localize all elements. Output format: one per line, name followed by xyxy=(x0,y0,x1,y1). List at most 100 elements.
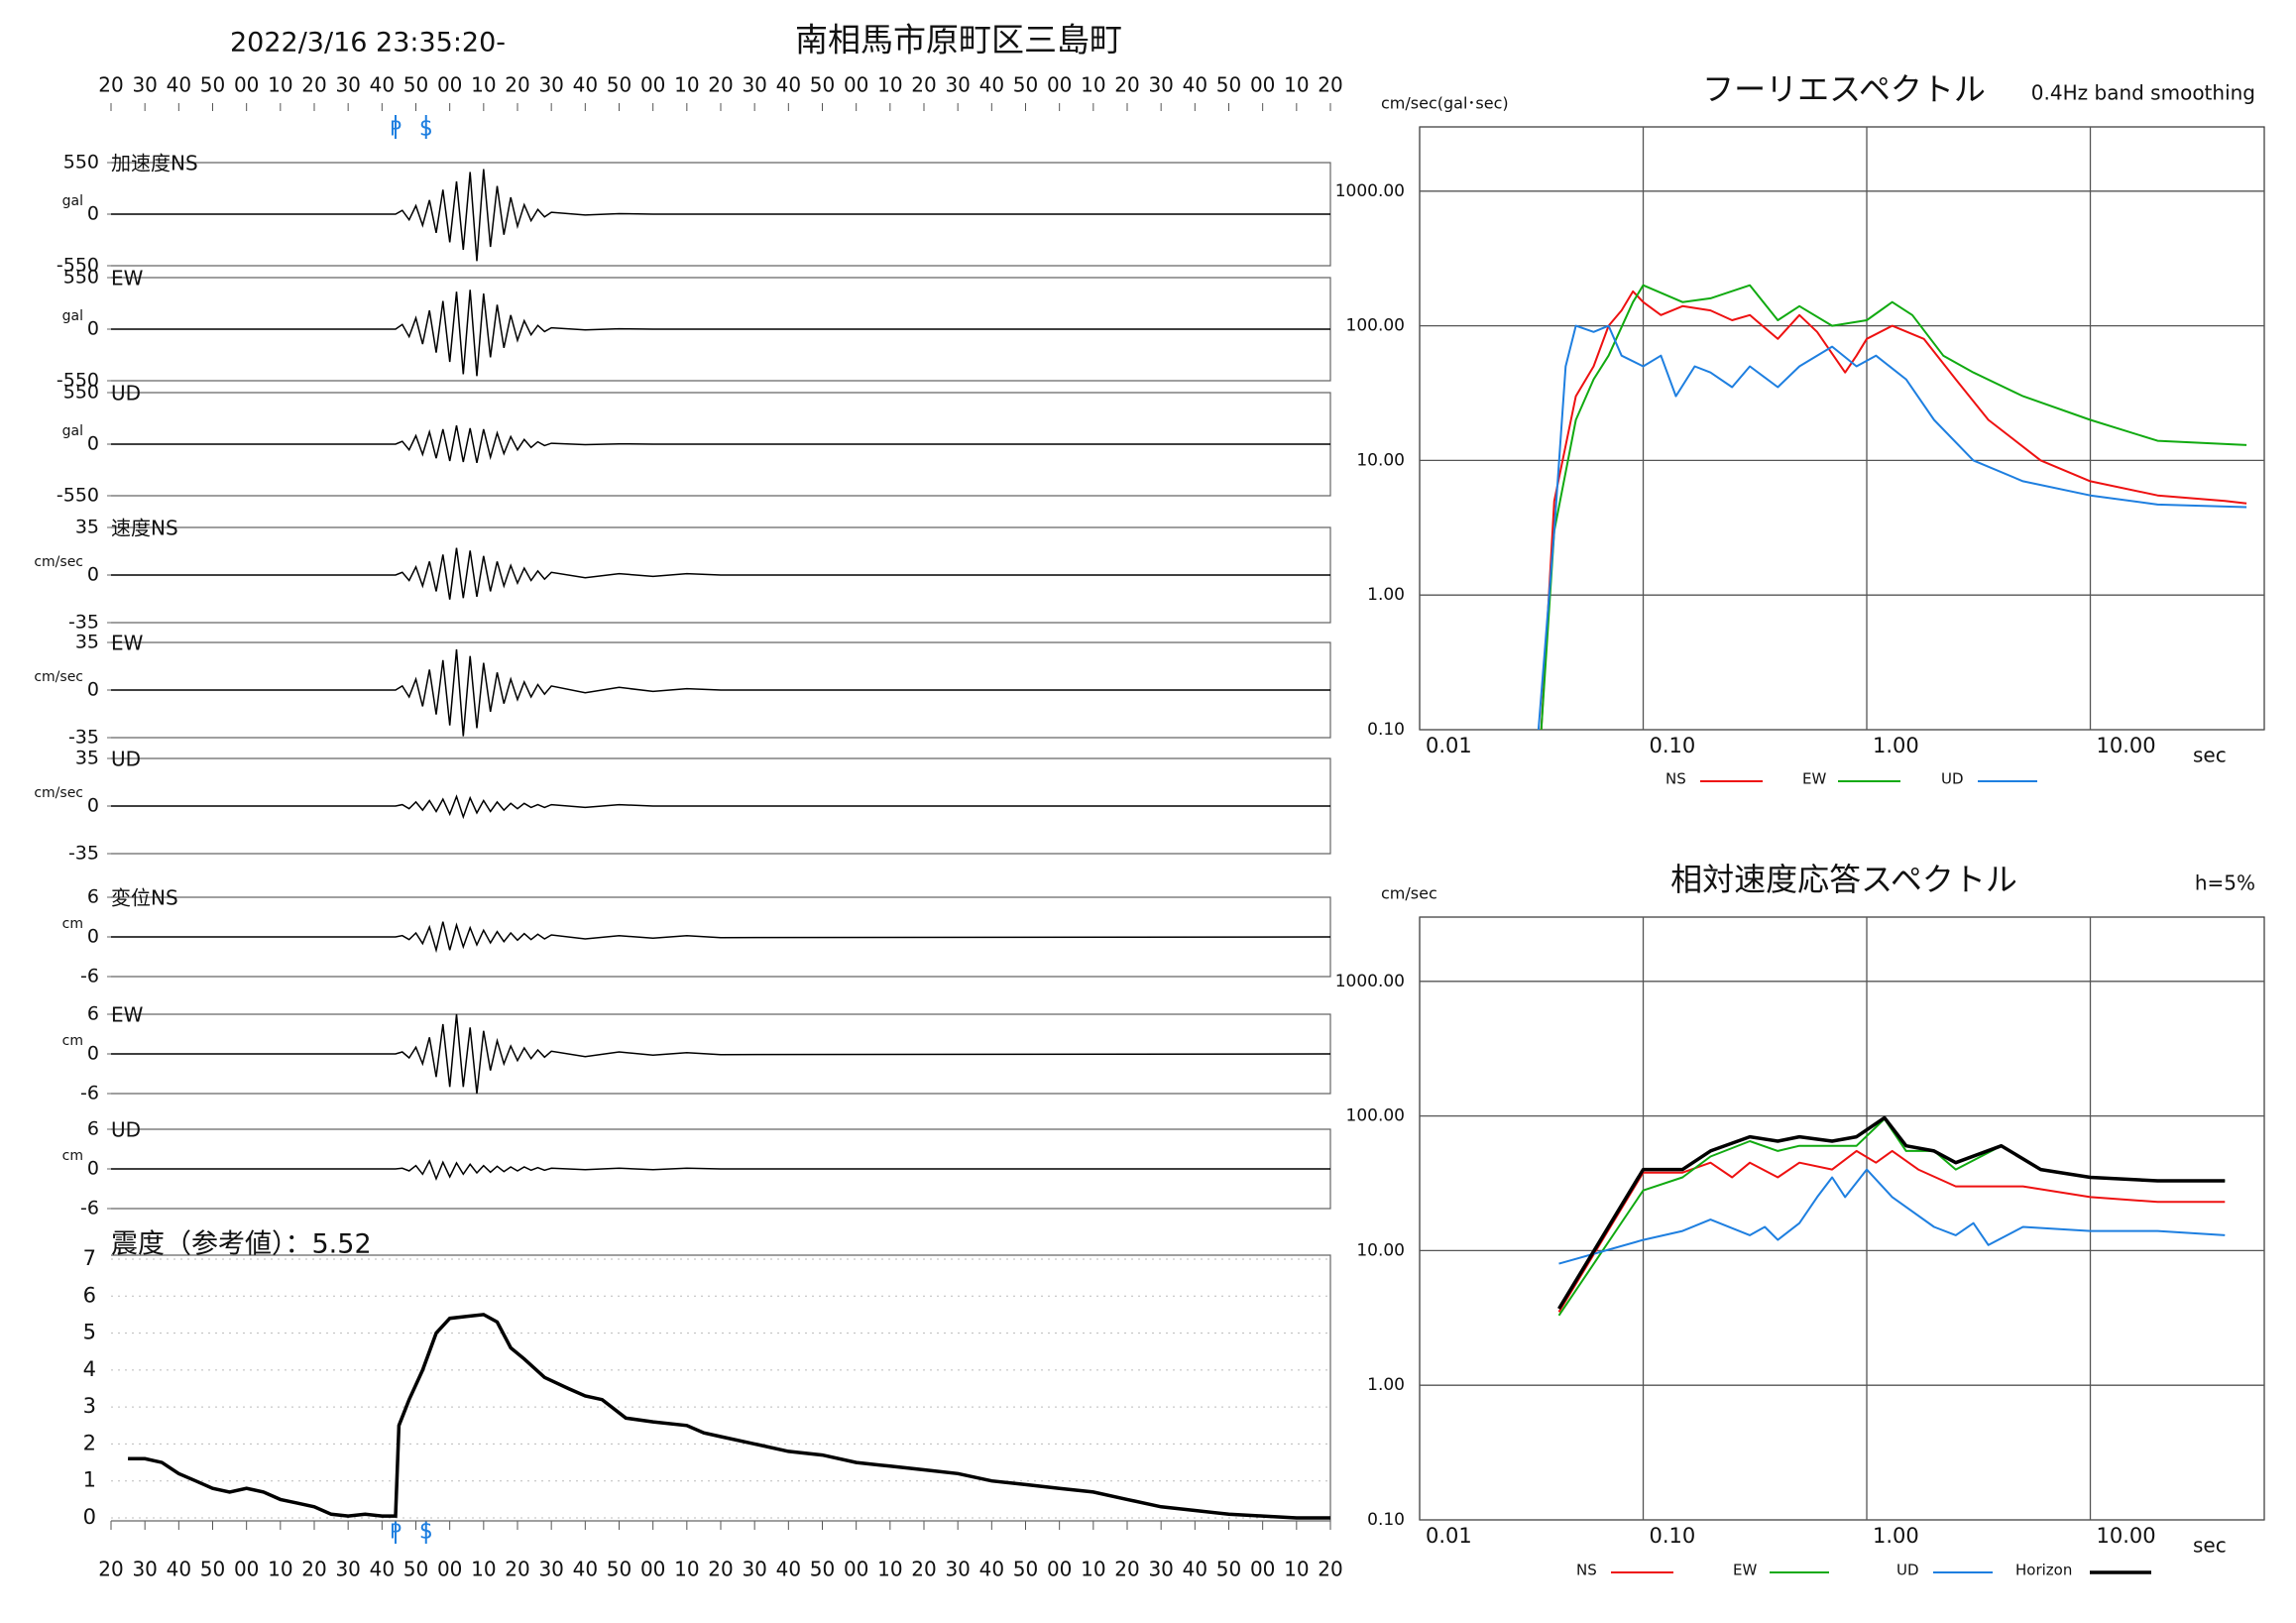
x-tick-label: 10.00 xyxy=(2097,1524,2156,1548)
legend-label: Horizon xyxy=(2015,1562,2072,1579)
y-tick-label: 550 xyxy=(63,382,99,404)
y-tick-label: -550 xyxy=(57,255,99,277)
x-tick-label-bottom: 30 xyxy=(335,1558,360,1581)
x-tick-label-top: 20 xyxy=(98,73,123,97)
chart-subtitle: h=5% xyxy=(2195,871,2255,895)
panel-label: 加速度NS xyxy=(111,152,198,175)
x-tick-label-bottom: 30 xyxy=(742,1558,766,1581)
x-tick-label-top: 20 xyxy=(1318,73,1342,97)
waveform-trace xyxy=(111,1159,1330,1182)
x-tick-label-bottom: 30 xyxy=(1148,1558,1173,1581)
x-axis-label: sec xyxy=(2193,744,2227,767)
x-tick-label: 0.10 xyxy=(1650,1524,1696,1548)
x-tick-label-bottom: 20 xyxy=(505,1558,529,1581)
x-tick-label-top: 10 xyxy=(471,73,496,97)
x-tick-label-bottom: 20 xyxy=(708,1558,733,1581)
x-tick-label-top: 50 xyxy=(810,73,835,97)
y-tick-label: -35 xyxy=(68,612,99,634)
y-tick-label: 100.00 xyxy=(1346,316,1405,336)
y-tick-label: 10.00 xyxy=(1356,450,1405,470)
x-tick-label-top: 10 xyxy=(1284,73,1309,97)
x-tick-label-top: 00 xyxy=(437,73,462,97)
x-tick-label-top: 20 xyxy=(1114,73,1139,97)
x-tick-label-bottom: 20 xyxy=(301,1558,326,1581)
panel-unit: gal xyxy=(62,423,83,439)
y-tick-label: 35 xyxy=(75,517,99,538)
waveform-trace xyxy=(111,424,1330,464)
x-tick-label-top: 50 xyxy=(1013,73,1038,97)
x-tick-label: 1.00 xyxy=(1873,734,1919,757)
panel-label: UD xyxy=(111,1118,141,1142)
header-location: 南相馬市原町区三島町 xyxy=(795,21,1122,59)
y-tick-label: 1 xyxy=(83,1468,96,1492)
panel-unit: cm/sec xyxy=(34,785,83,801)
spectrum-line xyxy=(1540,284,2247,731)
y-tick-label: 6 xyxy=(87,1003,99,1025)
y-tick-label: 1000.00 xyxy=(1335,972,1405,991)
y-tick-label: 0 xyxy=(87,203,99,225)
x-tick-label-bottom: 40 xyxy=(979,1558,1004,1581)
x-tick-label-top: 40 xyxy=(979,73,1004,97)
y-tick-label: 35 xyxy=(75,748,99,769)
panel-unit: gal xyxy=(62,193,83,209)
x-tick-label-top: 30 xyxy=(132,73,157,97)
y-tick-label: 6 xyxy=(87,1118,99,1140)
x-tick-label-bottom: 40 xyxy=(1183,1558,1207,1581)
x-tick-label-top: 10 xyxy=(674,73,699,97)
intensity-frame xyxy=(111,1254,1331,1522)
x-tick-label-bottom: 10 xyxy=(674,1558,699,1581)
panel-label: 速度NS xyxy=(111,517,178,540)
y-tick-label: -550 xyxy=(57,485,99,507)
panel-label: EW xyxy=(111,632,144,655)
x-tick-label-top: 30 xyxy=(335,73,360,97)
x-tick-label-bottom: 10 xyxy=(877,1558,902,1581)
y-tick-label: 5 xyxy=(83,1321,96,1344)
x-tick-label-bottom: 30 xyxy=(132,1558,157,1581)
x-tick-label-bottom: 50 xyxy=(607,1558,631,1581)
x-tick-label-bottom: 10 xyxy=(1081,1558,1105,1581)
intensity-title: 震度（参考値）：5.52 xyxy=(111,1229,372,1260)
x-tick-label-top: 20 xyxy=(708,73,733,97)
x-tick-label-bottom: 40 xyxy=(370,1558,395,1581)
legend-label: NS xyxy=(1576,1562,1597,1579)
x-tick-label-bottom: 20 xyxy=(98,1558,123,1581)
x-axis-label: sec xyxy=(2193,1534,2227,1558)
y-tick-label: 4 xyxy=(83,1357,96,1381)
y-tick-label: 1000.00 xyxy=(1335,181,1405,201)
header-title: 2022/3/16 23:35:20- xyxy=(230,28,506,58)
spectrum-line xyxy=(1537,324,2247,731)
x-tick-label-top: 30 xyxy=(538,73,563,97)
x-tick-label-top: 20 xyxy=(301,73,326,97)
y-tick-label: 0.10 xyxy=(1367,720,1405,740)
panel-unit: cm/sec xyxy=(34,554,83,570)
x-tick-label-top: 10 xyxy=(877,73,902,97)
legend-label: UD xyxy=(1941,770,1964,788)
x-tick-label-top: 00 xyxy=(1047,73,1072,97)
legend-label: EW xyxy=(1733,1562,1757,1579)
x-tick-label-top: 40 xyxy=(1183,73,1207,97)
x-tick-label-bottom: 10 xyxy=(471,1558,496,1581)
y-tick-label: 0.10 xyxy=(1367,1510,1405,1530)
x-tick-label-top: 30 xyxy=(1148,73,1173,97)
x-tick-label: 0.01 xyxy=(1426,734,1472,757)
x-tick-label-top: 00 xyxy=(234,73,259,97)
y-tick-label: 0 xyxy=(87,926,99,948)
y-tick-label: -550 xyxy=(57,370,99,392)
x-tick-label-top: 40 xyxy=(573,73,598,97)
waveform-trace xyxy=(111,547,1330,600)
y-tick-label: 0 xyxy=(87,564,99,586)
x-tick-label-bottom: 20 xyxy=(1114,1558,1139,1581)
y-tick-label: 6 xyxy=(87,886,99,908)
plot-frame xyxy=(1419,916,2265,1521)
y-tick-label: -35 xyxy=(68,727,99,749)
y-tick-label: 7 xyxy=(83,1246,96,1270)
y-tick-label: 0 xyxy=(87,1043,99,1065)
y-tick-label: -6 xyxy=(80,1083,99,1104)
x-tick-label-top: 20 xyxy=(505,73,529,97)
y-tick-label: 0 xyxy=(87,795,99,817)
waveform-trace xyxy=(111,1013,1331,1095)
x-tick-label-bottom: 00 xyxy=(1047,1558,1072,1581)
x-tick-label-bottom: 40 xyxy=(776,1558,801,1581)
